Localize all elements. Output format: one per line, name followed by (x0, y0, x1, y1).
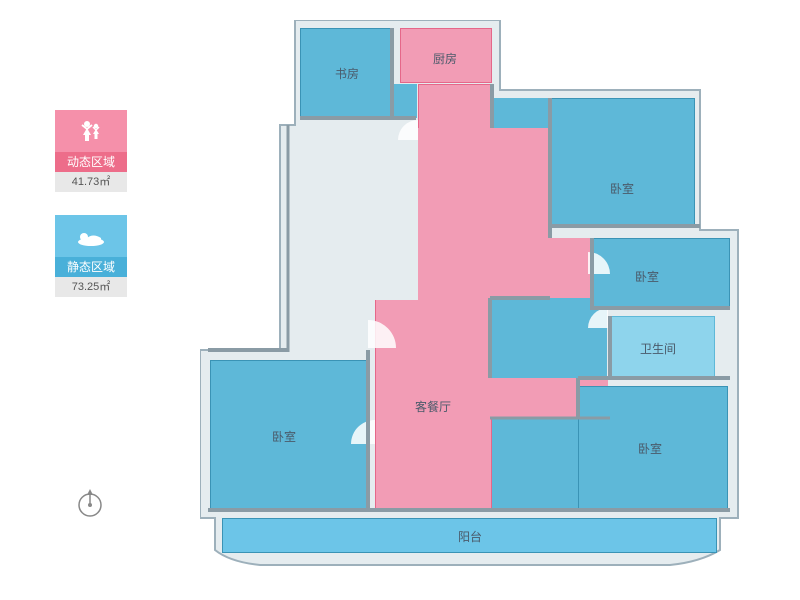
legend-static-label: 静态区域 (55, 257, 127, 277)
label-bedroom4: 卧室 (638, 440, 662, 457)
legend-dynamic-label: 动态区域 (55, 152, 127, 172)
room-pink-patch (547, 238, 591, 298)
room-bedroom-midright (592, 238, 730, 308)
room-living-mid (418, 128, 548, 300)
room-patch-top (393, 84, 417, 118)
people-icon (55, 110, 127, 152)
label-balcony: 阳台 (458, 528, 482, 545)
label-living: 客餐厅 (415, 398, 451, 415)
room-living-bridge (418, 298, 492, 308)
legend-static-value: 73.25㎡ (55, 277, 127, 297)
compass-icon (75, 485, 105, 515)
label-bedroom1: 卧室 (610, 180, 634, 197)
room-corridor-right (547, 298, 607, 378)
room-bedroom-topright (550, 98, 695, 226)
room-corridor-top (492, 98, 550, 128)
sleep-icon (55, 215, 127, 257)
legend-dynamic: 动态区域 41.73㎡ (55, 110, 127, 192)
label-kitchen: 厨房 (433, 50, 457, 67)
floor-plan: 书房 厨房 卧室 卧室 卫生间 客餐厅 卧室 卧室 阳台 (200, 20, 740, 580)
label-bedroom3: 卧室 (272, 428, 296, 445)
label-study: 书房 (335, 65, 359, 82)
label-bedroom2: 卧室 (635, 268, 659, 285)
legend-static: 静态区域 73.25㎡ (55, 215, 127, 297)
label-bathroom: 卫生间 (640, 340, 676, 357)
legend-dynamic-value: 41.73㎡ (55, 172, 127, 192)
